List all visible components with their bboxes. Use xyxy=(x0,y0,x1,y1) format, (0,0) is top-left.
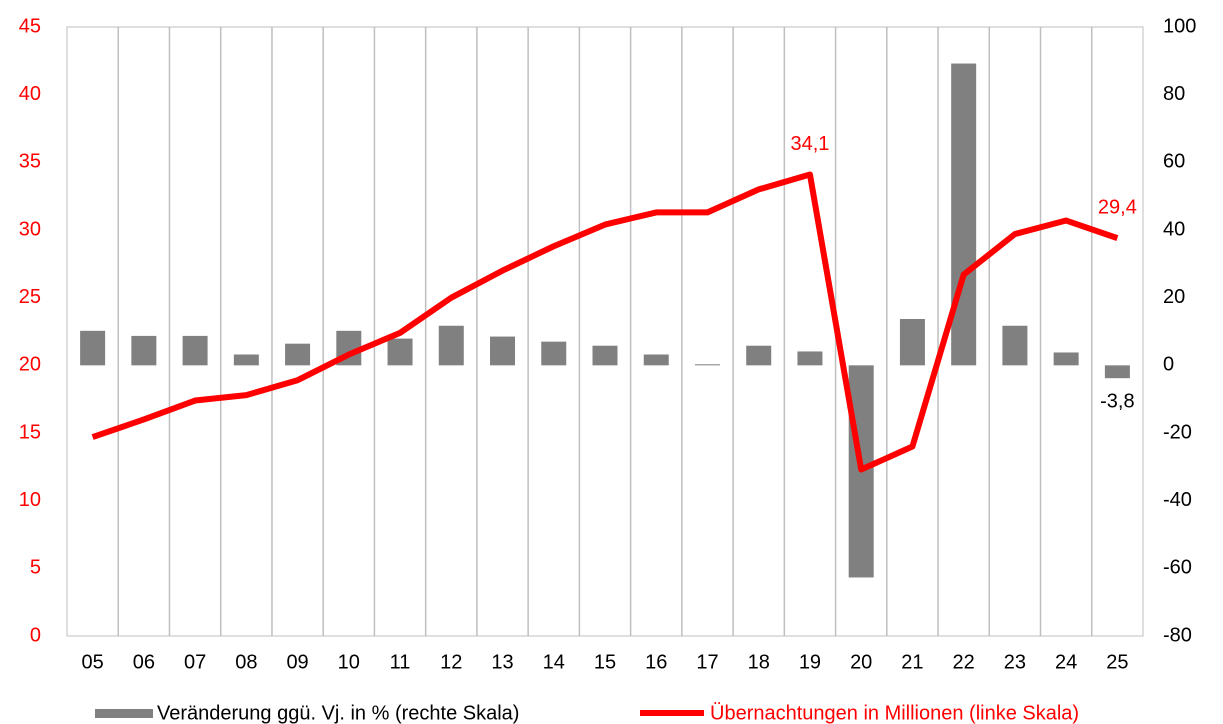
bar xyxy=(746,345,772,366)
bar xyxy=(490,336,516,366)
x-tick-label: 11 xyxy=(390,651,411,673)
x-tick-label: 21 xyxy=(901,651,923,673)
bar xyxy=(592,345,618,366)
plot-area xyxy=(66,26,1144,637)
bar xyxy=(899,318,925,366)
x-tick-label: 17 xyxy=(696,651,718,673)
bar xyxy=(80,330,106,366)
x-tick-label: 23 xyxy=(1004,651,1026,673)
y-tick-label: 25 xyxy=(19,286,41,308)
bar xyxy=(694,364,720,366)
bar xyxy=(643,354,669,366)
bar xyxy=(1002,325,1028,366)
bar xyxy=(438,325,464,366)
y2-tick-label: 20 xyxy=(1163,286,1185,308)
x-tick-label: 20 xyxy=(850,651,872,673)
y-tick-label: 40 xyxy=(19,83,41,105)
bar xyxy=(233,354,259,366)
y2-tick-label: -80 xyxy=(1163,624,1192,646)
x-tick-label: 09 xyxy=(286,651,308,673)
y2-tick-label: 60 xyxy=(1163,151,1185,173)
x-tick-label: 25 xyxy=(1106,651,1128,673)
x-tick-label: 13 xyxy=(491,651,513,673)
legend-swatch xyxy=(95,709,153,718)
x-tick-label: 22 xyxy=(953,651,975,673)
x-tick-label: 12 xyxy=(440,651,462,673)
y2-tick-label: 100 xyxy=(1163,15,1196,37)
x-tick-label: 14 xyxy=(543,651,565,673)
bar xyxy=(1053,352,1079,366)
x-tick-label: 19 xyxy=(799,651,821,673)
bar xyxy=(1104,365,1130,379)
y2-tick-label: -40 xyxy=(1163,489,1192,511)
bar xyxy=(131,335,157,366)
bar xyxy=(387,338,413,366)
x-tick-label: 10 xyxy=(338,651,360,673)
x-tick-label: 05 xyxy=(81,651,103,673)
x-tick-label: 15 xyxy=(594,651,616,673)
bar xyxy=(182,335,208,366)
y-tick-label: 0 xyxy=(30,624,41,646)
y-tick-label: 30 xyxy=(19,218,41,240)
x-tick-label: 07 xyxy=(184,651,206,673)
y2-tick-label: 0 xyxy=(1163,354,1174,376)
y-tick-label: 10 xyxy=(19,489,41,511)
line xyxy=(91,171,1119,473)
bar xyxy=(541,341,567,366)
x-tick-label: 24 xyxy=(1055,651,1077,673)
bar xyxy=(285,343,311,366)
x-tick-label: 08 xyxy=(235,651,257,673)
y2-tick-label: 40 xyxy=(1163,218,1185,240)
y2-tick-label: -60 xyxy=(1163,557,1192,579)
y2-tick-label: -20 xyxy=(1163,421,1192,443)
x-tick-label: 16 xyxy=(645,651,667,673)
legend-label: Übernachtungen in Millionen (linke Skala… xyxy=(710,702,1079,724)
y-tick-label: 5 xyxy=(30,557,41,579)
y-tick-label: 45 xyxy=(19,15,41,37)
y-tick-label: 20 xyxy=(19,354,41,376)
x-tick-label: 06 xyxy=(133,651,155,673)
y-tick-label: 15 xyxy=(19,421,41,443)
x-tick-label: 18 xyxy=(748,651,770,673)
data-label: 29,4 xyxy=(1098,196,1137,218)
bar xyxy=(951,63,977,366)
data-label: -3,8 xyxy=(1100,390,1134,412)
legend-label: Veränderung ggü. Vj. in % (rechte Skala) xyxy=(157,702,519,724)
bar xyxy=(797,351,823,366)
y-tick-label: 35 xyxy=(19,151,41,173)
y2-tick-label: 80 xyxy=(1163,83,1185,105)
data-label: 34,1 xyxy=(790,133,829,155)
